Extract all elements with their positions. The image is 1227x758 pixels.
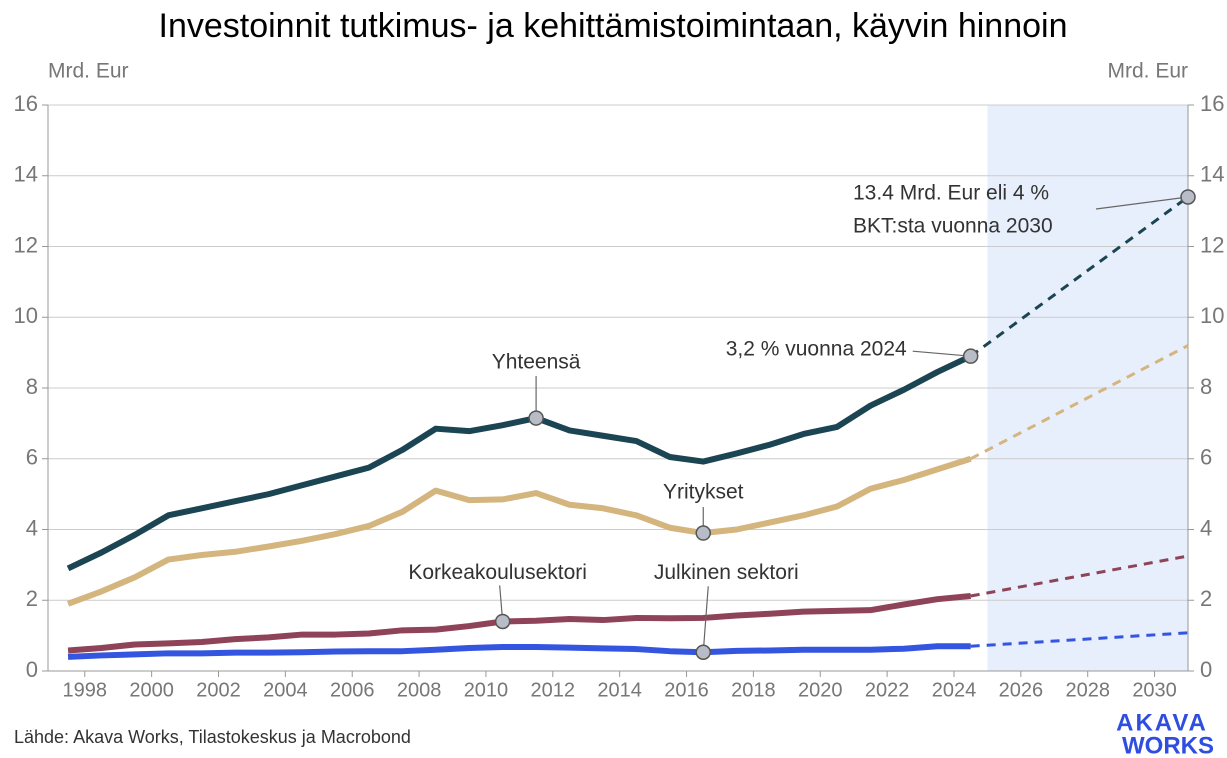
- x-tick-label: 2006: [330, 679, 375, 701]
- source: Lähde: Akava Works, Tilastokeskus ja Mac…: [14, 727, 411, 747]
- annotation-point: [494, 613, 511, 630]
- y2-tick-label: 14: [1200, 162, 1224, 187]
- y-tick-label: 4: [26, 515, 38, 540]
- x-tick-label: 2030: [1132, 679, 1177, 701]
- y-tick-label: 12: [14, 232, 38, 257]
- y2-tick-label: 0: [1200, 657, 1212, 682]
- series-line: [67, 455, 972, 607]
- y-tick-label: 0: [26, 657, 38, 682]
- chart-title: Investoinnit tutkimus- ja kehittämistoim…: [159, 7, 1068, 45]
- y-tick-label: 2: [26, 586, 38, 611]
- y2-tick-label: 16: [1200, 91, 1224, 116]
- forecast-line: [970, 631, 1189, 648]
- y-tick-label: 14: [14, 162, 38, 187]
- x-tick-label: 2000: [129, 679, 174, 701]
- y2-tick-label: 2: [1200, 586, 1212, 611]
- y2-tick-label: 12: [1200, 232, 1224, 257]
- leader-line: [702, 586, 709, 653]
- annotation-point: [695, 644, 711, 661]
- x-tick-label: 2018: [731, 679, 776, 701]
- y-axis-label: Mrd. Eur: [48, 60, 129, 83]
- y-tick-label: 16: [14, 91, 38, 116]
- x-tick-label: 2024: [932, 679, 977, 701]
- annotation-label: Yritykset: [663, 481, 744, 504]
- leader-line: [912, 350, 971, 357]
- annotation-label: 13.4 Mrd. Eur eli 4 %: [853, 182, 1049, 205]
- x-tick-label: 2028: [1065, 679, 1110, 701]
- y2-tick-label: 6: [1200, 445, 1212, 470]
- series-line: [67, 643, 971, 660]
- y-tick-label: 8: [26, 374, 38, 399]
- x-tick-label: 2008: [397, 679, 442, 701]
- series-line: [67, 593, 971, 654]
- y2-tick-label: 8: [1200, 374, 1212, 399]
- annotation-label: BKT:sta vuonna 2030: [853, 215, 1053, 238]
- annotation-point: [695, 525, 711, 541]
- annotation-point: [962, 348, 979, 364]
- y-tick-label: 10: [14, 303, 38, 328]
- annotation-label: 3,2 % vuonna 2024: [726, 338, 907, 361]
- x-tick-label: 2004: [263, 679, 308, 701]
- x-tick-label: 2014: [597, 679, 642, 701]
- y2-tick-label: 4: [1200, 515, 1212, 540]
- x-tick-label: 2022: [865, 679, 910, 701]
- x-tick-label: 2012: [531, 679, 576, 701]
- x-tick-label: 1998: [63, 679, 108, 701]
- y2-axis-label: Mrd. Eur: [1107, 60, 1188, 83]
- logo: AKAVA: [1116, 709, 1208, 736]
- annotation-label: Korkeakoulusektori: [408, 561, 587, 584]
- forecast-line: [970, 554, 1189, 598]
- x-tick-label: 2020: [798, 679, 843, 701]
- x-tick-label: 2016: [664, 679, 709, 701]
- annotation-label: Yhteensä: [492, 351, 581, 374]
- x-tick-label: 2026: [999, 679, 1044, 701]
- y2-tick-label: 10: [1200, 303, 1224, 328]
- y-tick-label: 6: [26, 445, 38, 470]
- x-tick-label: 2002: [196, 679, 241, 701]
- annotation-point: [528, 410, 544, 426]
- logo: WORKS: [1122, 732, 1214, 758]
- x-tick-label: 2010: [464, 679, 509, 701]
- forecast-line: [970, 344, 1189, 461]
- annotation-point: [1180, 189, 1196, 205]
- annotation-label: Julkinen sektori: [654, 561, 799, 584]
- forecast-line: [969, 195, 1189, 358]
- leader-line: [1095, 196, 1189, 210]
- series-line: [66, 353, 972, 572]
